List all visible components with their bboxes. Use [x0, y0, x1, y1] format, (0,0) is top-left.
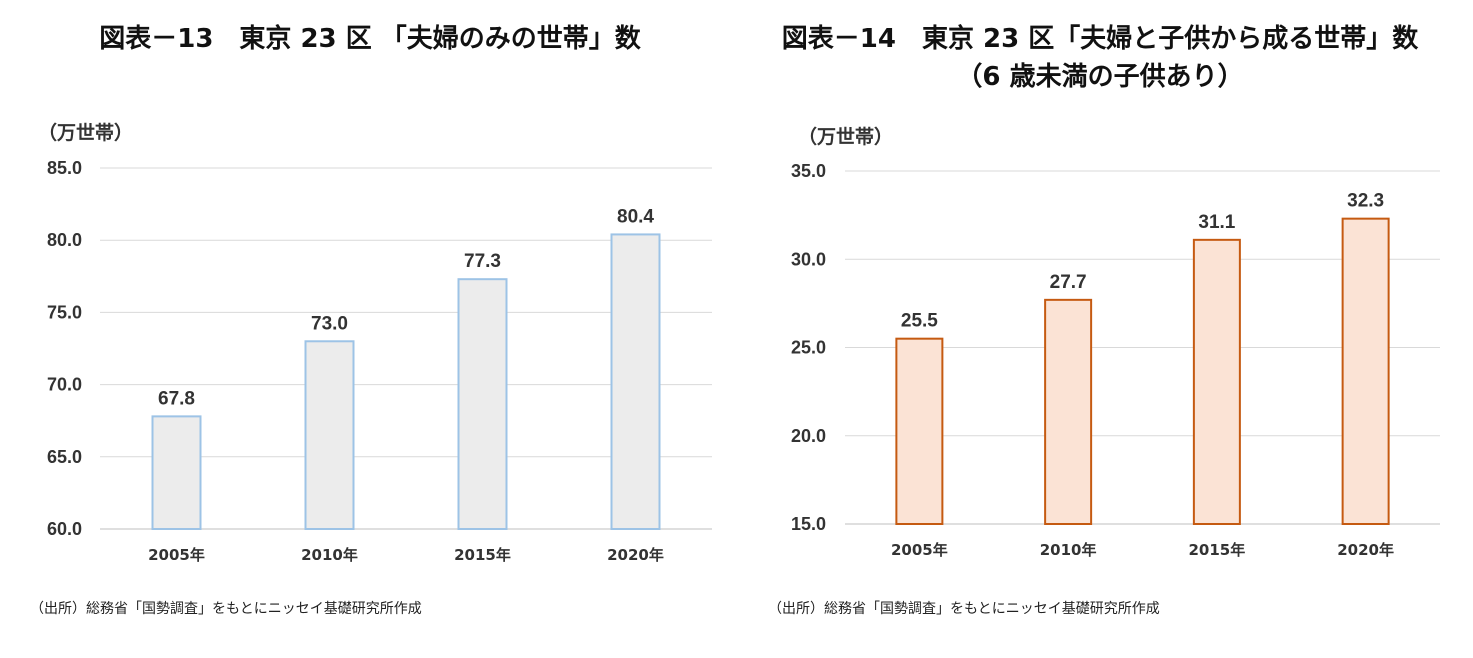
bar-left [610, 233, 661, 530]
bar-left [304, 340, 355, 530]
data-label-right: 32.3 [1347, 191, 1384, 212]
source-note-left: （出所）総務省「国勢調査」をもとにニッセイ基礎研究所作成 [30, 601, 422, 617]
chart-title-right-line1: 図表－14 東京 23 区「夫婦と子供から成る世帯」数 [781, 24, 1419, 54]
bar-right [895, 337, 944, 525]
x-tick-label-left: 2010年 [301, 546, 358, 564]
x-tick-label-right: 2010年 [1040, 541, 1097, 559]
y-tick-label-right: 20.0 [791, 426, 826, 446]
data-label-left: 67.8 [158, 388, 195, 409]
data-label-right: 25.5 [901, 311, 938, 332]
y-tick-label-left: 85.0 [47, 158, 82, 178]
y-tick-label-left: 65.0 [47, 447, 82, 467]
data-label-left: 73.0 [311, 313, 348, 334]
y-tick-label-left: 60.0 [47, 519, 82, 539]
x-tick-label-left: 2020年 [607, 546, 664, 564]
y-tick-label-right: 35.0 [791, 161, 826, 181]
bar-right [1341, 217, 1390, 525]
y-tick-label-right: 25.0 [791, 338, 826, 358]
x-tick-label-right: 2005年 [891, 541, 948, 559]
data-label-left: 77.3 [464, 251, 501, 272]
x-tick-label-left: 2015年 [454, 546, 511, 564]
bar-right [1192, 238, 1241, 526]
data-label-left: 80.4 [617, 206, 654, 227]
chart-title-right-line2: （6 歳未満の子供あり） [956, 62, 1244, 92]
y-axis-unit-left: （万世帯） [38, 122, 134, 144]
y-tick-label-right: 15.0 [791, 514, 826, 534]
source-note-right: （出所）総務省「国勢調査」をもとにニッセイ基礎研究所作成 [768, 601, 1160, 617]
bar-right [1044, 298, 1093, 525]
bar-left [151, 415, 202, 531]
chart-title-right: 図表－14 東京 23 区「夫婦と子供から成る世帯」数 （6 歳未満の子供あり） [745, 20, 1455, 96]
data-label-right: 31.1 [1198, 212, 1235, 233]
chart-title-left: 図表－13 東京 23 区 「夫婦のみの世帯」数 [99, 24, 641, 54]
data-label-right: 27.7 [1050, 272, 1087, 293]
y-axis-unit-right: （万世帯） [798, 126, 894, 148]
y-tick-label-left: 70.0 [47, 375, 82, 395]
x-tick-label-right: 2015年 [1189, 541, 1246, 559]
y-tick-label-right: 30.0 [791, 249, 826, 269]
bar-left [457, 278, 508, 530]
y-tick-label-left: 80.0 [47, 230, 82, 250]
x-tick-label-right: 2020年 [1337, 541, 1394, 559]
y-tick-label-left: 75.0 [47, 302, 82, 322]
x-tick-label-left: 2005年 [148, 546, 205, 564]
